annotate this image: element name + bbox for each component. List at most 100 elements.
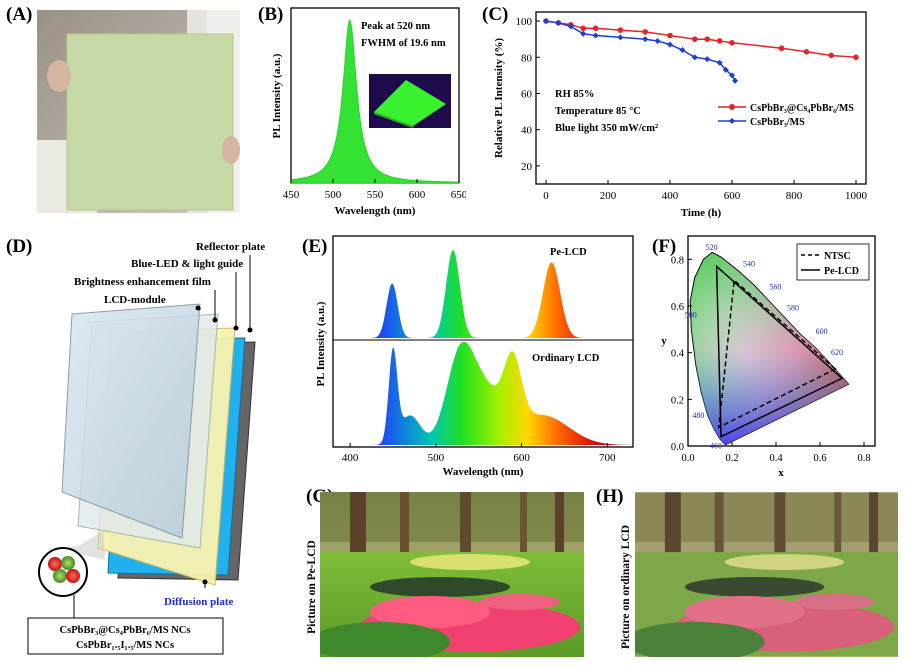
legend-label-2: Pe-LCD (824, 266, 859, 277)
data-point (778, 45, 785, 52)
panel-f-chart: 520 540 560 580 600 620 500 480 460 0.0 0.2 0.4 0.6… (661, 235, 876, 479)
nc-label-2: CsPbBr₁.₅I₁.₅/MS NCs (76, 640, 174, 651)
pe-lcd-label: Pe-LCD (550, 247, 587, 258)
x-tick-label: 450 (283, 189, 300, 201)
panel-c-chart: 0 200 400 600 800 1000 20 40 60 80 100 RH 85% Temp… (493, 11, 868, 219)
wavelength-label: 560 (769, 283, 781, 292)
x-tick-label: 600 (724, 190, 741, 202)
series-line-2 (545, 20, 736, 82)
data-point (691, 54, 698, 61)
x-tick-label: 0.0 (681, 453, 694, 464)
y-tick-label: 100 (516, 16, 533, 28)
x-tick-label: 0.6 (813, 453, 826, 464)
y-tick-label: 0.8 (671, 255, 684, 266)
condition-temp: Temperature 85 °C (555, 106, 641, 117)
wavelength-label: 500 (685, 311, 697, 320)
x-tick-label: 0 (543, 190, 549, 202)
data-point (654, 37, 661, 44)
x-tick-label: 700 (599, 452, 616, 464)
y-tick-label: 0.4 (671, 349, 685, 360)
x-tick-label: 800 (786, 190, 803, 202)
lcd-module-layer (61, 303, 201, 539)
data-point (729, 39, 735, 46)
panel-a-photo (37, 10, 240, 213)
panel-a-label: (A) (6, 4, 33, 25)
wavelength-label: 520 (706, 243, 718, 252)
ordinary-lcd-spectrum (333, 342, 633, 445)
y-tick-label: 80 (521, 52, 533, 64)
reflector-label: Reflector plate (196, 241, 265, 253)
y-tick-label: 40 (521, 125, 533, 137)
y-tick-label: 0.2 (671, 395, 684, 406)
legend: CsPbBr₃@Cs₄PbBr₆/MS CsPbBr₃/MS (718, 103, 854, 128)
data-point (679, 47, 686, 54)
pe-lcd-triangle (715, 264, 844, 438)
data-point (722, 66, 729, 73)
panel-g-photo (320, 492, 584, 657)
spectral-locus-tint (690, 252, 849, 445)
plot-frame (332, 235, 634, 448)
x-tick-label: 0.4 (769, 453, 783, 464)
x-tick-label: 0.8 (857, 453, 870, 464)
data-point (592, 25, 599, 32)
inset-photo (369, 74, 451, 128)
y-tick-label: 60 (521, 88, 533, 100)
x-axis-label: Wavelength (nm) (335, 205, 416, 217)
data-point (692, 36, 698, 42)
y-axis-label: PL Intensity (a.u.) (315, 301, 327, 386)
wavelength-label: 600 (816, 327, 828, 336)
x-tick-label: 500 (428, 452, 445, 464)
pl-curve (290, 18, 460, 184)
panel-f-label: (F) (652, 236, 677, 257)
data-point (580, 30, 587, 37)
data-point (729, 72, 735, 79)
legend-label-2: CsPbBr₃/MS (750, 117, 805, 128)
wavelength-label: 480 (692, 411, 704, 420)
pe-lcd-spectrum (333, 250, 633, 338)
panel-b-label: (B) (258, 4, 284, 25)
x-tick-label: 650 (451, 189, 466, 201)
wavelength-label: 540 (743, 259, 755, 268)
data-point (716, 59, 723, 66)
data-point (617, 27, 624, 33)
panel-e-label: (E) (302, 236, 328, 257)
x-axis-label: Wavelength (nm) (443, 466, 524, 478)
condition-light: Blue light 350 mW/cm² (555, 123, 658, 134)
panel-h-label: (H) (596, 486, 624, 507)
data-point (617, 34, 624, 41)
ordinary-lcd-label: Ordinary LCD (532, 353, 600, 364)
data-point (555, 19, 562, 26)
data-point (642, 29, 648, 35)
panel-b-chart: Peak at 520 nm FWHM of 19.6 nm 450 500 550… (271, 7, 466, 217)
y-axis-label: Relative PL Intensity (%) (493, 38, 505, 158)
diffusion-label: Diffusion plate (164, 596, 233, 608)
y-tick-label: 0.6 (671, 302, 684, 313)
x-tick-label: 200 (600, 190, 617, 202)
data-point (828, 52, 834, 59)
wavelength-label: 580 (787, 304, 799, 313)
y-tick-label: 20 (521, 161, 533, 173)
x-tick-label: 0.2 (725, 453, 738, 464)
y-axis-label: y (661, 335, 667, 347)
y-axis-label: PL Intensity (a.u.) (271, 53, 283, 138)
data-point (543, 18, 549, 25)
wavelength-label: 460 (710, 441, 722, 450)
green-film (66, 33, 234, 211)
x-tick-label: 1000 (845, 190, 868, 202)
data-point (716, 38, 723, 44)
x-axis-label: x (778, 467, 784, 479)
data-point (853, 54, 859, 61)
panel-c-label: (C) (482, 4, 509, 25)
data-point (704, 56, 711, 63)
condition-rh: RH 85% (555, 89, 594, 100)
legend: NTSC Pe-LCD (796, 243, 870, 281)
ntsc-triangle (717, 278, 837, 429)
data-point (580, 25, 586, 32)
data-point (667, 41, 673, 48)
panel-h-photo (635, 492, 898, 657)
legend-label-1: NTSC (824, 251, 851, 262)
data-point (803, 49, 810, 55)
plot-frame (535, 11, 867, 185)
data-point (567, 23, 574, 30)
peak-text: Peak at 520 nm (361, 21, 430, 32)
